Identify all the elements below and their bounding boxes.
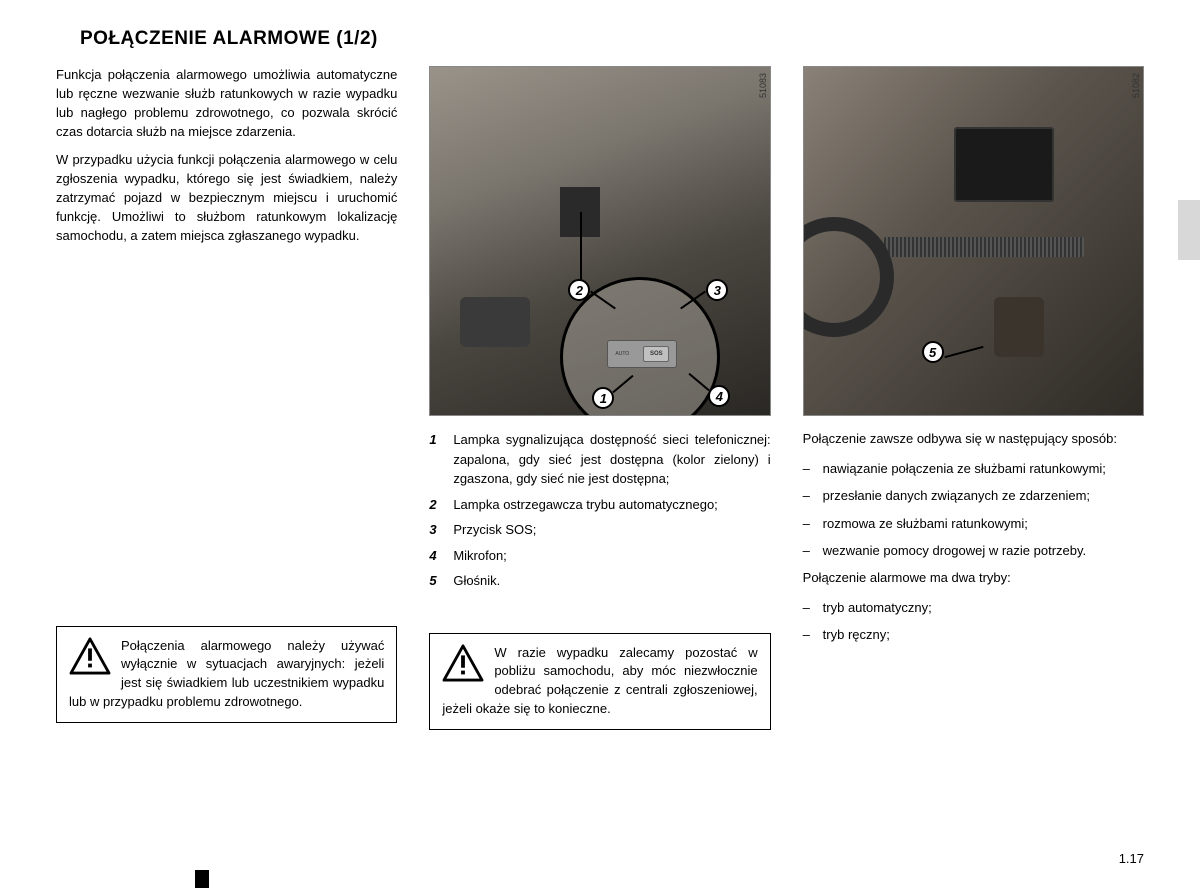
list-item: – tryb automatyczny; — [803, 598, 1144, 618]
callout-4: 4 — [708, 385, 730, 407]
legend-text: Lampka ostrzegawcza trybu automatycznego… — [453, 495, 770, 515]
list-item: – rozmowa ze służbami ratunkowymi; — [803, 514, 1144, 534]
legend-text: Głośnik. — [453, 571, 770, 591]
dash: – — [803, 486, 823, 506]
list-text: przesłanie danych związanych ze zdarzeni… — [823, 486, 1090, 506]
dash: – — [803, 459, 823, 479]
column-2: 51083 AUTO SOS 2 3 1 4 — [429, 66, 770, 730]
page-number: 1.17 — [1119, 851, 1144, 866]
legend-list: 1 Lampka sygnalizująca dostępność sieci … — [429, 430, 770, 591]
legend-text: Przycisk SOS; — [453, 520, 770, 540]
legend-num: 4 — [429, 546, 453, 566]
list-item: – wezwanie pomocy drogowej w razie potrz… — [803, 541, 1144, 561]
paragraph: Połączenie zawsze odbywa się w następują… — [803, 430, 1144, 449]
sos-panel: AUTO SOS — [607, 340, 677, 368]
legend-text: Lampka sygnalizująca dostępność sieci te… — [453, 430, 770, 489]
legend-item: 2 Lampka ostrzegawcza trybu automatyczne… — [429, 495, 770, 515]
list-item: – przesłanie danych związanych ze zdarze… — [803, 486, 1144, 506]
paragraph: Funkcja połączenia alarmowego umożliwia … — [56, 66, 397, 141]
warning-text: Połączenia alarmowego należy używać wyłą… — [69, 638, 384, 710]
list-text: wezwanie pomocy drogowej w razie potrzeb… — [823, 541, 1087, 561]
legend-item: 4 Mikrofon; — [429, 546, 770, 566]
column-1: Funkcja połączenia alarmowego umożliwia … — [56, 66, 397, 730]
list-item: – tryb ręczny; — [803, 625, 1144, 645]
figure-id: 51082 — [1131, 73, 1141, 98]
warning-icon — [69, 637, 111, 675]
steering-wheel — [803, 217, 894, 337]
list-text: tryb ręczny; — [823, 625, 890, 645]
legend-item: 3 Przycisk SOS; — [429, 520, 770, 540]
list-text: nawiązanie połączenia ze służbami ratunk… — [823, 459, 1106, 479]
warning-box: W razie wypadku zalecamy pozostać w pobl… — [429, 633, 770, 730]
callout-5: 5 — [922, 341, 944, 363]
warning-text: W razie wypadku zalecamy pozostać w pobl… — [442, 645, 757, 717]
manual-page: POŁĄCZENIE ALARMOWE (1/2) Funkcja połącz… — [0, 0, 1200, 730]
paragraph: W przypadku użycia funkcji połączenia al… — [56, 151, 397, 245]
legend-item: 5 Głośnik. — [429, 571, 770, 591]
warning-icon — [442, 644, 484, 682]
dash: – — [803, 598, 823, 618]
auto-label: AUTO — [615, 351, 629, 357]
list-text: tryb automatyczny; — [823, 598, 932, 618]
dash: – — [803, 514, 823, 534]
list-text: rozmowa ze służbami ratunkowymi; — [823, 514, 1028, 534]
legend-item: 1 Lampka sygnalizująca dostępność sieci … — [429, 430, 770, 489]
modes-list: – tryb automatyczny; – tryb ręczny; — [803, 598, 1144, 645]
legend-num: 1 — [429, 430, 453, 489]
callout-3: 3 — [706, 279, 728, 301]
sos-button: SOS — [643, 346, 669, 362]
columns: Funkcja połączenia alarmowego umożliwia … — [56, 66, 1144, 730]
mirror-shape — [460, 297, 530, 347]
legend-num: 3 — [429, 520, 453, 540]
figure-overhead-console: 51083 AUTO SOS 2 3 1 4 — [429, 66, 770, 416]
leader-line — [944, 346, 983, 358]
figure-dashboard: 51082 5 — [803, 66, 1144, 416]
legend-num: 2 — [429, 495, 453, 515]
column-3: 51082 5 Połączenie zawsze odbywa się w n… — [803, 66, 1144, 730]
figure-id: 51083 — [758, 73, 768, 98]
dashboard-vents — [884, 237, 1084, 257]
page-title: POŁĄCZENIE ALARMOWE (1/2) — [80, 28, 1144, 50]
warning-box: Połączenia alarmowego należy używać wyłą… — [56, 626, 397, 723]
steps-list: – nawiązanie połączenia ze służbami ratu… — [803, 459, 1144, 561]
dash: – — [803, 541, 823, 561]
legend-num: 5 — [429, 571, 453, 591]
dashboard-screen — [954, 127, 1054, 202]
page-mark — [195, 870, 209, 888]
gear-area — [994, 297, 1044, 357]
list-item: – nawiązanie połączenia ze służbami ratu… — [803, 459, 1144, 479]
side-tab — [1178, 200, 1200, 260]
paragraph: Połączenie alarmowe ma dwa tryby: — [803, 569, 1144, 588]
dash: – — [803, 625, 823, 645]
legend-text: Mikrofon; — [453, 546, 770, 566]
